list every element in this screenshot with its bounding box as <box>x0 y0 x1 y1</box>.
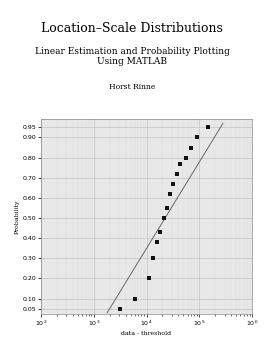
Point <box>151 256 155 261</box>
Point <box>171 181 175 187</box>
Text: Location–Scale Distributions: Location–Scale Distributions <box>41 23 223 35</box>
Point <box>133 296 137 301</box>
Text: Linear Estimation and Probability Plotting
Using MATLAB: Linear Estimation and Probability Plotti… <box>35 47 229 66</box>
Point <box>161 215 166 221</box>
Point <box>183 155 188 160</box>
Point <box>147 276 151 281</box>
Point <box>118 306 122 311</box>
Point <box>164 205 169 211</box>
Point <box>178 161 183 166</box>
Point <box>158 229 162 235</box>
Point <box>175 171 179 176</box>
X-axis label: data - threshold: data - threshold <box>121 331 172 336</box>
Y-axis label: Probability: Probability <box>15 199 20 234</box>
Text: Horst Rinne: Horst Rinne <box>109 83 155 91</box>
Point <box>195 135 199 140</box>
Point <box>189 145 193 150</box>
Point <box>206 125 210 130</box>
Point <box>168 191 172 197</box>
Point <box>155 239 159 245</box>
